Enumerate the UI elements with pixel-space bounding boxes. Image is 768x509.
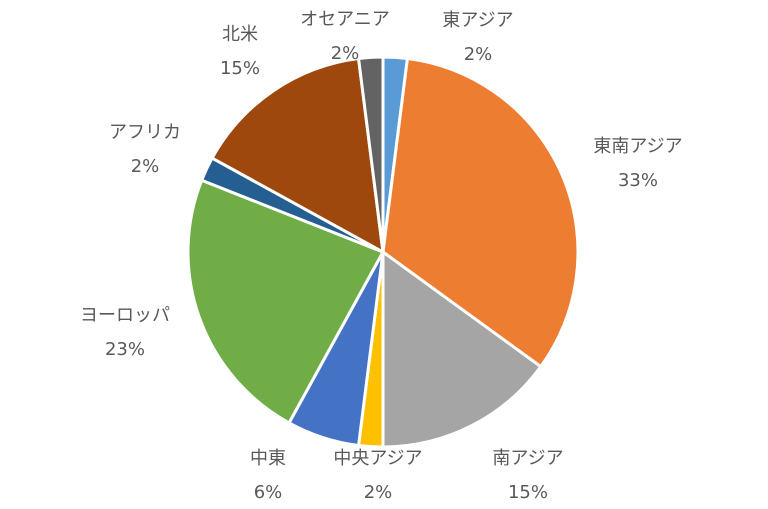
slice-percent-label: 33% (618, 170, 658, 191)
slice-percent-label: 15% (220, 58, 260, 79)
labels-layer: 東アジア 2% 東南アジア 33% 南アジア 15% 中央アジア 2% 中東 6% ヨーロッパ 23%… (80, 9, 683, 503)
slice-category-label: 東南アジア (593, 136, 682, 157)
slice-percent-label: 2% (131, 156, 160, 177)
slice-category-label: アフリカ (109, 122, 181, 143)
slice-percent-label: 23% (105, 339, 145, 360)
slice-category-label: ヨーロッパ (80, 305, 170, 326)
slice-percent-label: 6% (254, 482, 283, 503)
pie-slice-1 (381, 57, 580, 369)
slice-percent-label: 2% (464, 44, 493, 65)
slice-category-label: 中東 (250, 448, 286, 469)
slice-category-label: 東アジア (442, 10, 513, 31)
slice-category-label: 北米 (222, 24, 258, 45)
slices-layer (186, 55, 580, 449)
slice-percent-label: 15% (508, 482, 548, 503)
pie-slice-5 (186, 178, 385, 425)
pie-slice-8 (357, 55, 385, 254)
pie-slice-2 (381, 250, 543, 449)
slice-category-label: 中央アジア (333, 448, 422, 469)
slice-category-label: オセアニア (300, 9, 390, 30)
pie-slice-7 (210, 57, 385, 254)
slice-percent-label: 2% (331, 43, 360, 64)
slice-category-label: 南アジア (492, 448, 563, 469)
slice-percent-label: 2% (364, 482, 393, 503)
